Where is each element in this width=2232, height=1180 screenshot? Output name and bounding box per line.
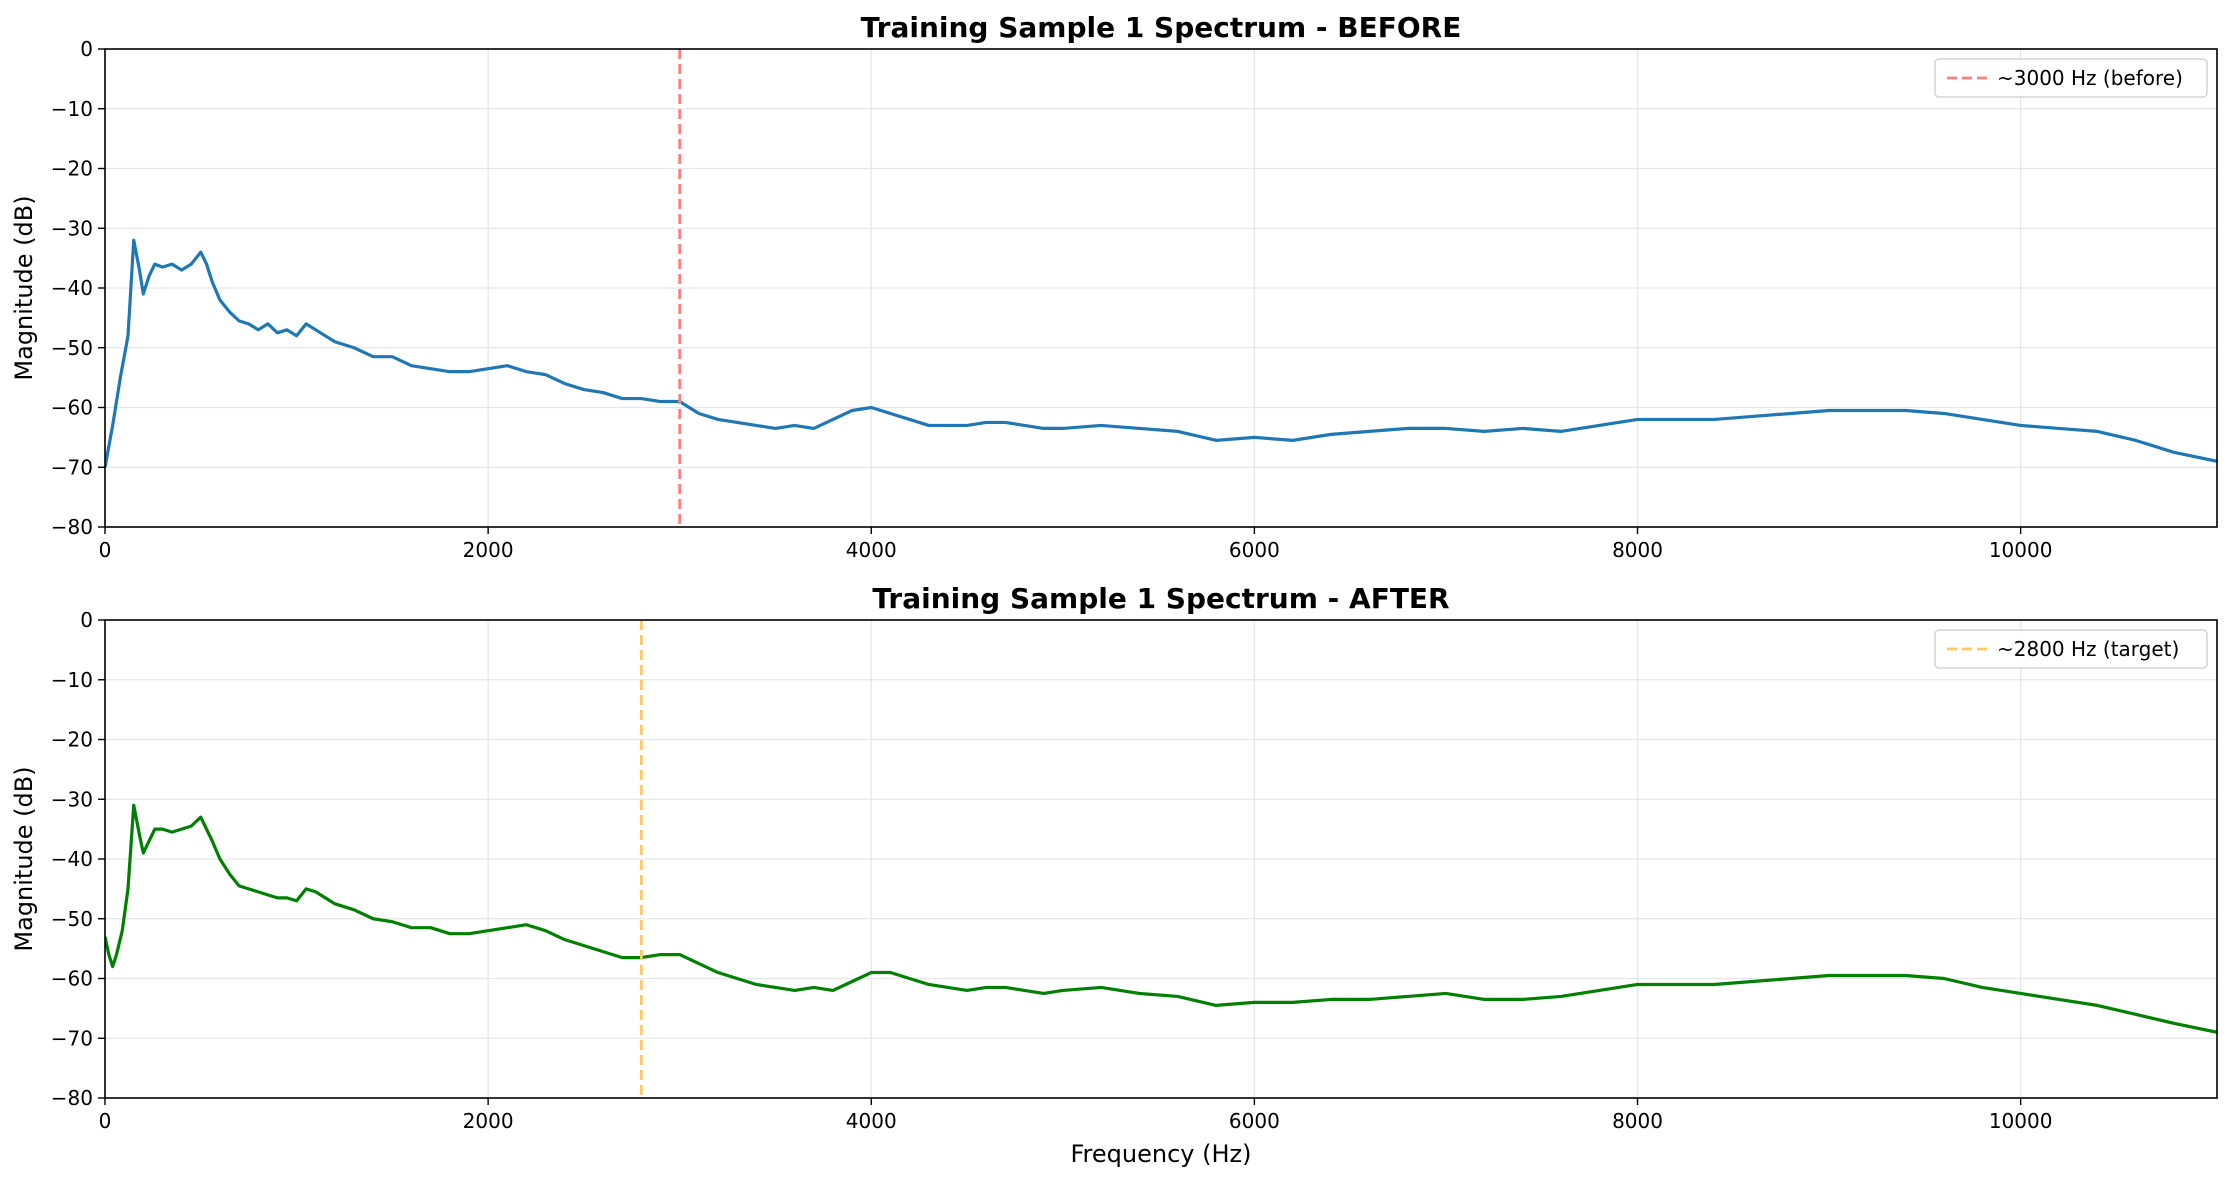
- x-tick-label: 2000: [463, 538, 514, 562]
- legend-label: ~2800 Hz (target): [1997, 637, 2179, 661]
- x-tick-label: 8000: [1612, 1109, 1663, 1133]
- y-tick-label: 0: [80, 608, 93, 632]
- series-line-1: [105, 803, 2217, 1034]
- x-tick-label: 0: [99, 538, 112, 562]
- legend: ~3000 Hz (before): [1934, 58, 2208, 98]
- y-tick-label: −60: [51, 396, 93, 420]
- y-tick-label: −30: [51, 216, 93, 240]
- y-tick-label: −50: [51, 336, 93, 360]
- chart-title: Training Sample 1 Spectrum - AFTER: [872, 582, 1449, 615]
- y-axis-label: Magnitude (dB): [10, 766, 38, 951]
- chart-panel-2: 0 2000 4000 6000 8000 10000 0 −10 −20 −30 −40 −50 −6…: [10, 582, 2218, 1168]
- legend: ~2800 Hz (target): [1934, 629, 2208, 669]
- y-tick-label: −70: [51, 1026, 93, 1050]
- chart-title: Training Sample 1 Spectrum - BEFORE: [861, 11, 1462, 44]
- y-tick-label: −40: [51, 276, 93, 300]
- y-tick-label: −40: [51, 847, 93, 871]
- legend-box: [1934, 58, 2208, 98]
- y-tick-label: −60: [51, 967, 93, 991]
- x-tick-label: 10000: [1989, 538, 2053, 562]
- x-tick-label: 4000: [846, 538, 897, 562]
- x-tick-label: 2000: [463, 1109, 514, 1133]
- x-tick-label: 6000: [1229, 538, 1280, 562]
- y-tick-label: −20: [51, 728, 93, 752]
- x-tick-label: 10000: [1989, 1109, 2053, 1133]
- y-tick-label: −80: [51, 515, 93, 539]
- y-tick-label: −50: [51, 907, 93, 931]
- y-tick-label: −30: [51, 787, 93, 811]
- x-axis-label: Frequency (Hz): [1071, 1140, 1252, 1168]
- y-tick-label: −10: [51, 97, 93, 121]
- x-tick-label: 6000: [1229, 1109, 1280, 1133]
- y-tick-label: 0: [80, 37, 93, 61]
- series-line-1: [105, 238, 2217, 468]
- y-tick-label: −70: [51, 455, 93, 479]
- x-tick-label: 4000: [846, 1109, 897, 1133]
- y-tick-label: −10: [51, 668, 93, 692]
- y-tick-label: −80: [51, 1086, 93, 1110]
- x-tick-label: 0: [99, 1109, 112, 1133]
- y-axis-label: Magnitude (dB): [10, 195, 38, 380]
- x-tick-label: 8000: [1612, 538, 1663, 562]
- y-tick-label: −20: [51, 157, 93, 181]
- chart-panel-1: 0 2000 4000 6000 8000 10000 0 −10 −20 −30 −40 −50 −6…: [10, 11, 2218, 562]
- legend-box: [1934, 629, 2208, 669]
- legend-label: ~3000 Hz (before): [1997, 66, 2183, 90]
